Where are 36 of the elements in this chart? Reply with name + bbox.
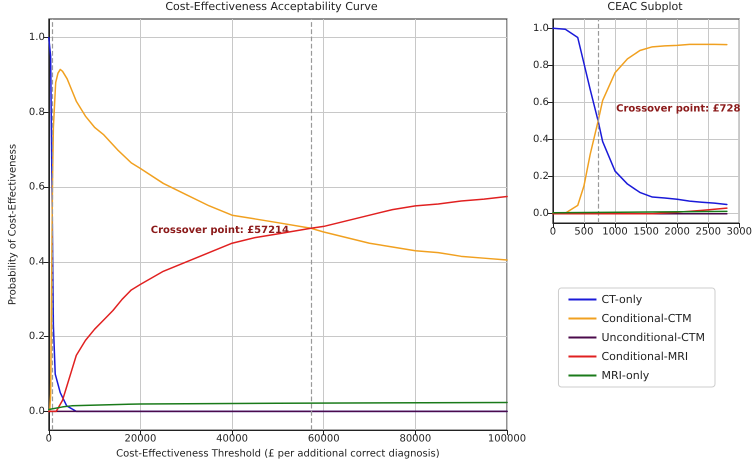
x-tick-label: 2000 xyxy=(664,226,690,238)
legend-label: Conditional-CTM xyxy=(601,312,692,325)
y-tick-label: 0.4 xyxy=(532,134,549,146)
legend-label: MRI-only xyxy=(601,369,650,382)
x-tick-label: 1000 xyxy=(602,226,628,238)
x-tick-label: 60000 xyxy=(308,434,340,445)
y-tick-label: 1.0 xyxy=(28,32,45,44)
legend-label: Unconditional-CTM xyxy=(601,331,706,344)
y-tick-label: 0.4 xyxy=(28,256,45,268)
x-tick-label: 80000 xyxy=(399,434,432,445)
x-tick-label: 500 xyxy=(574,226,594,238)
y-tick-label: 0.6 xyxy=(532,96,549,108)
y-tick-label: 0.8 xyxy=(28,106,45,118)
legend-label: CT-only xyxy=(601,293,643,306)
y-tick-label: 0.2 xyxy=(28,331,45,342)
x-tick-label: 1500 xyxy=(633,226,659,238)
x-tick-label: 0 xyxy=(550,226,556,238)
annotation: Crossover point: £728 xyxy=(616,104,740,114)
annotation: Crossover point: £57214 xyxy=(150,224,289,236)
y-tick-label: 0.0 xyxy=(532,208,549,220)
y-tick-label: 1.0 xyxy=(532,22,549,34)
y-tick-label: 0.6 xyxy=(28,182,45,193)
chart-title: Cost-Effectiveness Acceptability Curve xyxy=(165,0,378,13)
chart-title: CEAC Subplot xyxy=(607,0,684,13)
y-tick-label: 0.8 xyxy=(532,60,549,71)
y-axis-title: Probability of Cost-Effectiveness xyxy=(8,144,18,306)
x-tick-label: 3000 xyxy=(726,226,752,238)
x-tick-label: 20000 xyxy=(124,434,156,445)
x-axis-title: Cost-Effectiveness Threshold (£ per additional correct diagnosis) xyxy=(116,448,440,460)
x-tick-label: 100000 xyxy=(488,434,526,445)
x-tick-label: 40000 xyxy=(216,434,248,445)
x-tick-label: 0 xyxy=(46,434,52,445)
legend-label: Conditional-MRI xyxy=(601,350,688,363)
y-tick-label: 0.2 xyxy=(532,171,549,182)
x-tick-label: 2500 xyxy=(695,226,721,238)
y-tick-label: 0.0 xyxy=(28,406,45,417)
